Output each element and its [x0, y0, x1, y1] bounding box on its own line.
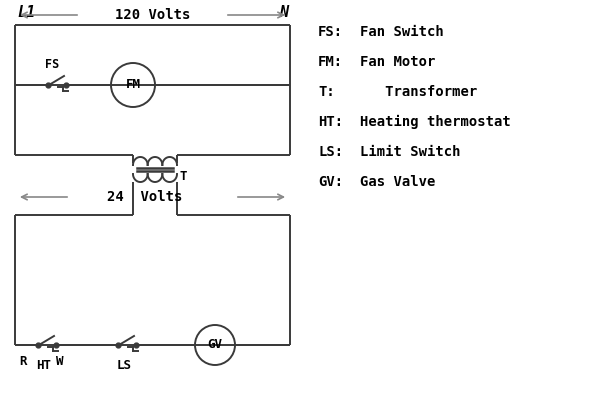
Text: Heating thermostat: Heating thermostat [360, 115, 511, 129]
Text: FS: FS [45, 58, 59, 71]
Text: GV: GV [208, 338, 222, 352]
Text: T:: T: [318, 85, 335, 99]
Text: N: N [279, 5, 288, 20]
Text: 24  Volts: 24 Volts [107, 190, 182, 204]
Text: HT: HT [37, 359, 51, 372]
Text: Fan Motor: Fan Motor [360, 55, 435, 69]
Text: Transformer: Transformer [360, 85, 477, 99]
Text: Gas Valve: Gas Valve [360, 175, 435, 189]
Text: T: T [179, 170, 186, 182]
Text: Fan Switch: Fan Switch [360, 25, 444, 39]
Text: FS:: FS: [318, 25, 343, 39]
Text: W: W [56, 355, 64, 368]
Text: LS:: LS: [318, 145, 343, 159]
Text: 120 Volts: 120 Volts [115, 8, 190, 22]
Text: R: R [19, 355, 27, 368]
Text: FM: FM [126, 78, 140, 92]
Text: Limit Switch: Limit Switch [360, 145, 461, 159]
Text: L1: L1 [17, 5, 35, 20]
Text: GV:: GV: [318, 175, 343, 189]
Text: FM:: FM: [318, 55, 343, 69]
Text: LS: LS [116, 359, 132, 372]
Text: HT:: HT: [318, 115, 343, 129]
